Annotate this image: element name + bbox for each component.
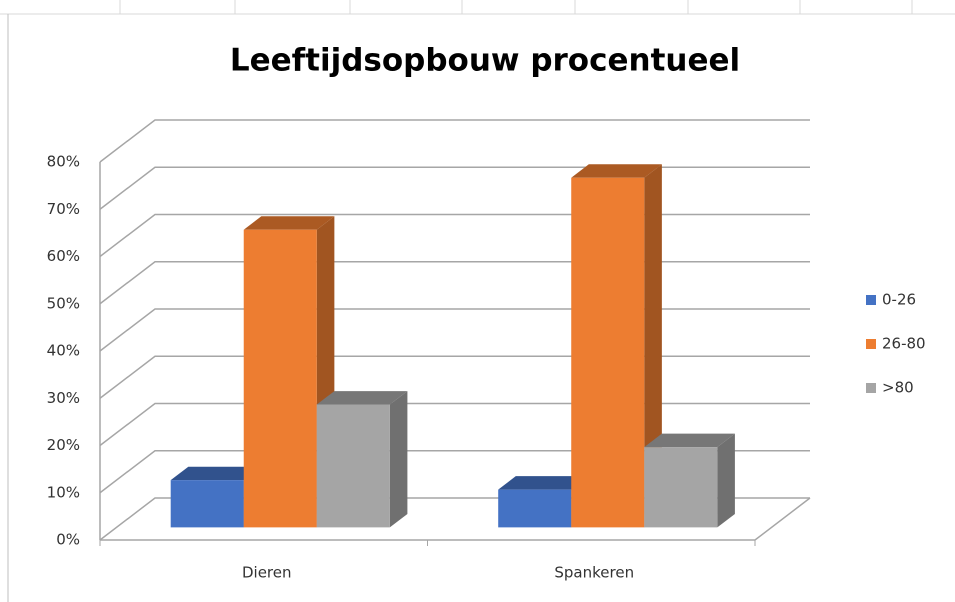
bar — [571, 177, 645, 528]
grid-line — [99, 355, 810, 399]
y-tick-label: 20% — [47, 436, 80, 454]
legend-swatch — [866, 339, 876, 349]
legend-swatch — [866, 383, 876, 393]
bar — [243, 229, 317, 528]
grid-line — [99, 119, 810, 163]
bar-side — [717, 433, 735, 528]
y-tick-label: 60% — [47, 247, 80, 265]
y-tick-label: 80% — [47, 153, 80, 171]
y-tick-label: 10% — [47, 483, 80, 501]
y-tick-label: 40% — [47, 342, 80, 360]
bar-top — [243, 216, 335, 230]
bar-top — [170, 466, 262, 481]
x-tick-label: Dieren — [242, 564, 292, 582]
bar — [498, 489, 572, 528]
grid-line — [99, 166, 810, 210]
bar-side — [644, 164, 662, 528]
legend-label: >80 — [882, 379, 914, 397]
bar-top — [498, 476, 589, 490]
grid-line — [99, 308, 810, 352]
bar — [170, 480, 244, 528]
chart-title: Leeftijdsopbouw procentueel — [230, 43, 740, 79]
legend-label: 26-80 — [882, 335, 926, 353]
bar-top — [316, 391, 408, 405]
legend-swatch — [866, 295, 876, 305]
y-tick-label: 50% — [47, 294, 80, 312]
x-tick-label: Spankeren — [554, 564, 634, 582]
bar — [316, 404, 390, 528]
legend-label: 0-26 — [882, 291, 916, 309]
y-tick-label: 70% — [47, 200, 80, 218]
grid-line — [99, 261, 810, 305]
grid-line — [99, 213, 810, 258]
bar-top — [644, 433, 735, 448]
bar-top — [571, 164, 662, 178]
bar-side — [389, 391, 408, 528]
y-tick-label: 30% — [47, 389, 80, 407]
y-tick-label: 0% — [56, 531, 80, 549]
bar — [644, 447, 718, 528]
